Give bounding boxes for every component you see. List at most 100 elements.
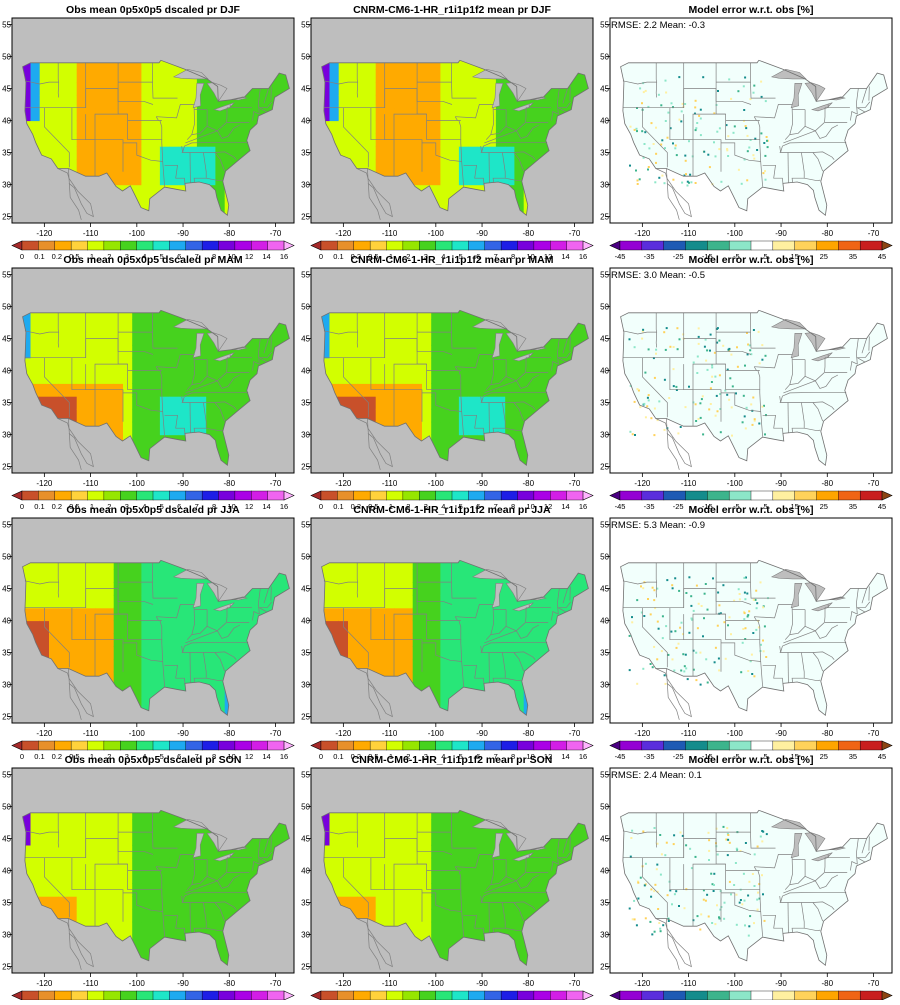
precip-cell	[514, 146, 524, 159]
colorbar-segment	[71, 741, 88, 750]
precip-cell	[178, 159, 188, 172]
x-tick-label: -70	[270, 229, 282, 238]
error-speck	[669, 346, 671, 348]
error-speck	[674, 630, 676, 632]
x-tick-label: -120	[335, 479, 352, 488]
precip-cell	[459, 332, 469, 345]
precip-cell	[169, 595, 179, 608]
precip-cell	[58, 896, 68, 909]
precip-cell	[206, 409, 216, 422]
precip-cell	[440, 621, 450, 634]
precip-cell	[151, 172, 161, 185]
error-speck	[648, 394, 650, 396]
precip-cell	[95, 621, 105, 634]
precip-cell	[348, 69, 358, 82]
error-speck	[695, 182, 697, 184]
precip-cell	[114, 569, 124, 582]
error-speck	[720, 181, 722, 183]
error-speck	[756, 149, 758, 151]
precip-cell	[357, 319, 367, 332]
precip-cell	[376, 659, 386, 672]
error-speck	[747, 616, 749, 618]
precip-cell	[49, 146, 59, 159]
precip-cell	[58, 146, 68, 159]
precip-cell	[105, 845, 115, 858]
precip-cell	[404, 659, 414, 672]
colorbar-segment	[186, 491, 203, 500]
precip-cell	[169, 383, 179, 396]
precip-cell	[394, 621, 404, 634]
precip-cell	[141, 819, 151, 832]
colorbar-segment	[817, 241, 839, 250]
colorbar-segment	[370, 741, 387, 750]
precip-cell	[357, 371, 367, 384]
colorbar-segment	[202, 741, 219, 750]
colorbar-segment	[153, 741, 170, 750]
rmse-annotation: RMSE: 5.3 Mean: -0.9	[611, 520, 705, 531]
error-speck	[706, 349, 708, 351]
precip-cell	[422, 569, 432, 582]
precip-cell	[330, 95, 340, 108]
precip-cell	[376, 646, 386, 659]
colorbar-label: 12	[245, 502, 253, 511]
precip-cell	[357, 108, 367, 121]
colorbar-segment	[153, 241, 170, 250]
precip-cell	[178, 858, 188, 871]
y-tick-label: 50	[600, 302, 609, 311]
precip-cell	[357, 595, 367, 608]
precip-cell	[68, 371, 78, 384]
precip-cell	[477, 108, 487, 121]
colorbar-segment	[71, 241, 88, 250]
colorbar-segment	[120, 741, 137, 750]
precip-cell	[385, 646, 395, 659]
precip-cell	[160, 646, 170, 659]
precip-cell	[151, 922, 161, 935]
error-speck	[651, 122, 653, 124]
x-tick-label: -120	[36, 979, 53, 988]
precip-cell	[440, 659, 450, 672]
precip-cell	[160, 569, 170, 582]
precip-cell	[404, 646, 414, 659]
colorbar-label: 0.2	[52, 252, 62, 261]
error-speck	[764, 625, 766, 627]
precip-cell	[215, 146, 225, 159]
error-speck	[742, 421, 744, 423]
precip-cell	[178, 582, 188, 595]
error-speck	[648, 166, 650, 168]
precip-cell	[570, 332, 580, 345]
x-tick-label: -110	[681, 229, 697, 238]
precip-cell	[459, 621, 469, 634]
error-speck	[690, 605, 692, 607]
precip-cell	[487, 159, 497, 172]
error-speck	[705, 360, 707, 362]
precip-cell	[114, 922, 124, 935]
precip-cell	[385, 146, 395, 159]
precip-cell	[404, 345, 414, 358]
precip-cell	[58, 883, 68, 896]
error-speck	[641, 130, 643, 132]
precip-cell	[49, 332, 59, 345]
error-speck	[678, 76, 680, 78]
x-tick-label: -80	[821, 229, 833, 238]
precip-cell	[68, 69, 78, 82]
precip-cell	[40, 633, 50, 646]
error-speck	[704, 593, 706, 595]
precip-cell	[132, 422, 142, 435]
error-speck	[743, 109, 745, 111]
precip-cell	[348, 95, 358, 108]
map-content	[610, 18, 892, 223]
precip-cell	[95, 871, 105, 884]
error-speck	[671, 584, 673, 586]
precip-cell	[86, 569, 96, 582]
precip-cell	[77, 409, 87, 422]
error-speck	[701, 398, 703, 400]
precip-cell	[169, 871, 179, 884]
colorbar-segment	[268, 491, 285, 500]
x-tick-label: -100	[428, 479, 445, 488]
precip-cell	[58, 358, 68, 371]
error-speck	[634, 129, 636, 131]
colorbar-label: 35	[849, 502, 857, 511]
error-speck	[713, 141, 715, 143]
precip-cell	[514, 409, 524, 422]
precip-cell	[49, 121, 59, 134]
